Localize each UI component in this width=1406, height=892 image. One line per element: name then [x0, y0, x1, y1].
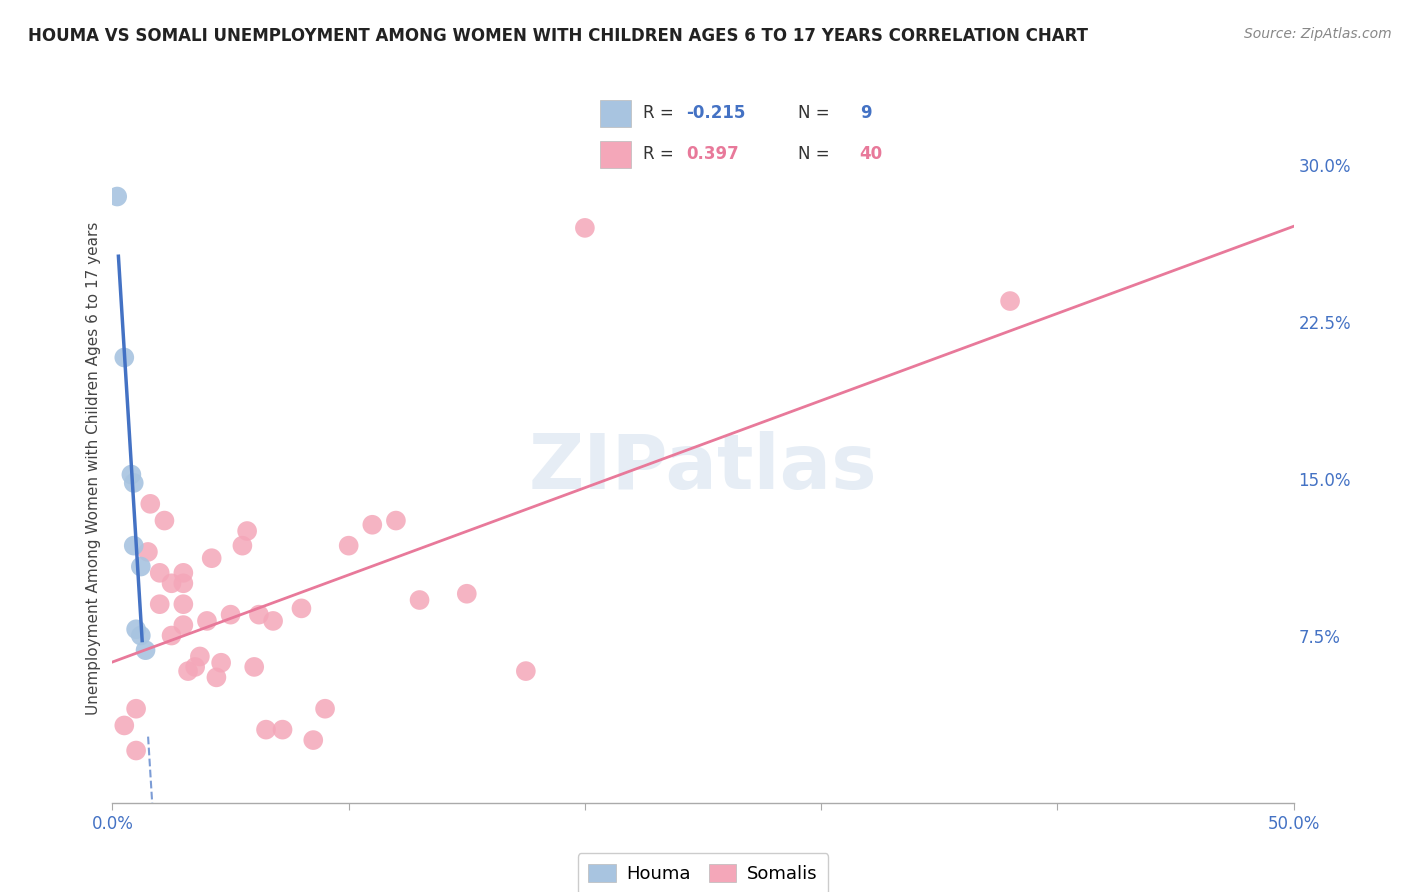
Point: [135, 643, 157, 657]
Text: N =: N =: [797, 145, 835, 163]
Point: [136, 545, 159, 559]
Point: [337, 539, 360, 553]
Point: [172, 618, 194, 632]
Point: [125, 743, 148, 757]
Point: [262, 614, 284, 628]
Point: [112, 718, 135, 732]
Point: [515, 664, 537, 678]
Point: [160, 628, 183, 642]
Legend: Houma, Somalis: Houma, Somalis: [578, 853, 828, 892]
Point: [153, 514, 176, 528]
Point: [149, 566, 172, 580]
Point: [201, 551, 224, 566]
Point: [105, 189, 128, 203]
Point: [302, 733, 325, 747]
Point: [122, 475, 145, 490]
Point: [314, 702, 336, 716]
Text: -0.215: -0.215: [686, 104, 745, 122]
Point: [125, 702, 148, 716]
Point: [290, 601, 312, 615]
FancyBboxPatch shape: [600, 141, 631, 168]
Point: [172, 566, 194, 580]
Text: N =: N =: [797, 104, 835, 122]
Point: [129, 559, 152, 574]
Text: 9: 9: [859, 104, 872, 122]
Point: [129, 628, 152, 642]
FancyBboxPatch shape: [600, 100, 631, 127]
Point: [231, 539, 253, 553]
Point: [209, 656, 232, 670]
Point: [125, 622, 148, 636]
Point: [236, 524, 259, 538]
Point: [172, 576, 194, 591]
Point: [385, 514, 408, 528]
Point: [247, 607, 270, 622]
Point: [120, 467, 142, 482]
Text: HOUMA VS SOMALI UNEMPLOYMENT AMONG WOMEN WITH CHILDREN AGES 6 TO 17 YEARS CORREL: HOUMA VS SOMALI UNEMPLOYMENT AMONG WOMEN…: [28, 27, 1088, 45]
Y-axis label: Unemployment Among Women with Children Ages 6 to 17 years: Unemployment Among Women with Children A…: [86, 221, 101, 715]
Point: [195, 614, 218, 628]
Point: [122, 539, 145, 553]
Point: [998, 294, 1021, 309]
Text: ZIPatlas: ZIPatlas: [529, 432, 877, 505]
Text: Source: ZipAtlas.com: Source: ZipAtlas.com: [1244, 27, 1392, 41]
Point: [219, 607, 242, 622]
Text: 40: 40: [859, 145, 883, 163]
Point: [139, 497, 162, 511]
Point: [271, 723, 294, 737]
Point: [408, 593, 430, 607]
Point: [188, 649, 211, 664]
Point: [205, 670, 228, 684]
Point: [177, 664, 200, 678]
Point: [112, 351, 135, 365]
Point: [574, 220, 596, 235]
Point: [184, 660, 207, 674]
Point: [149, 597, 172, 611]
Point: [254, 723, 277, 737]
Text: R =: R =: [643, 104, 679, 122]
Text: 0.397: 0.397: [686, 145, 740, 163]
Point: [361, 517, 384, 532]
Point: [243, 660, 266, 674]
Point: [172, 597, 194, 611]
Point: [456, 587, 478, 601]
Point: [160, 576, 183, 591]
Text: R =: R =: [643, 145, 685, 163]
